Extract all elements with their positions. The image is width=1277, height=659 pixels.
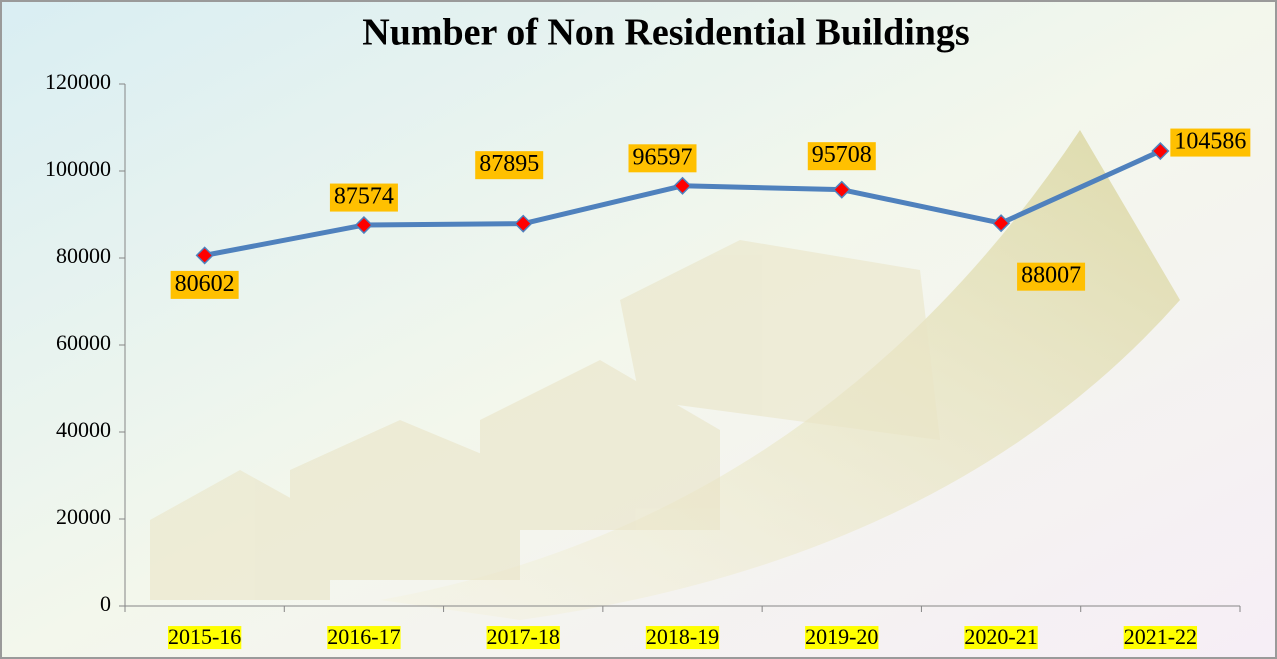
x-tick-label: 2017-18	[487, 624, 560, 649]
y-tick-label: 0	[100, 591, 111, 616]
data-label: 88007	[1021, 263, 1081, 289]
chart-title: Number of Non Residential Buildings	[362, 12, 969, 54]
y-tick-label: 120000	[45, 69, 111, 94]
y-tick-label: 80000	[56, 243, 111, 268]
x-tick-label: 2018-19	[646, 624, 719, 649]
y-tick-label: 100000	[45, 156, 111, 181]
x-tick-label: 2016-17	[327, 624, 400, 649]
x-tick-label: 2020-21	[964, 624, 1037, 649]
x-tick-label: 2015-16	[168, 624, 241, 649]
x-tick-label: 2021-22	[1124, 624, 1197, 649]
x-tick-label: 2019-20	[805, 624, 878, 649]
y-tick-label: 40000	[56, 417, 111, 442]
data-label: 87895	[479, 151, 539, 177]
y-tick-label: 60000	[56, 330, 111, 355]
data-label: 104586	[1174, 129, 1246, 155]
y-tick-label: 20000	[56, 504, 111, 529]
data-label: 96597	[633, 144, 693, 170]
chart: Number of Non Residential Buildings 0 200…	[0, 0, 1277, 659]
data-label: 95708	[812, 142, 872, 168]
data-label: 87574	[334, 184, 394, 210]
data-label: 80602	[175, 271, 235, 297]
